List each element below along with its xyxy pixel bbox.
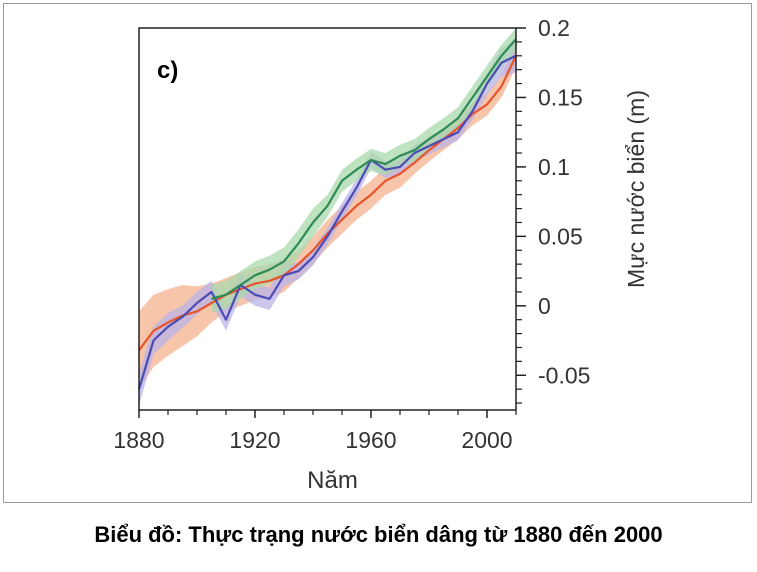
y-axis-ticks: -0.05 0 0.05 0.1 0.15 0.2: [516, 15, 590, 404]
series-line-green: [211, 38, 517, 300]
y-tick-label: 0.2: [538, 15, 570, 41]
x-tick-label: 2000: [461, 427, 512, 453]
y-tick-label: 0.05: [538, 223, 583, 249]
chart-caption: Biểu đồ: Thực trạng nước biển dâng từ 18…: [94, 522, 663, 547]
x-tick-label: 1880: [113, 427, 164, 453]
series-line-blue: [137, 54, 517, 390]
x-tick-label: 1920: [229, 427, 280, 453]
y-tick-label: 0.15: [538, 84, 583, 110]
band-orange: [139, 44, 516, 390]
chart-frame: 1880 1920 1960 2000 -0.05 0 0.05 0.1 0.15 0.2 c)…: [3, 3, 752, 503]
x-axis-label: Năm: [307, 467, 358, 494]
panel-label: c): [157, 57, 178, 84]
band-green: [211, 28, 516, 313]
series-lines: [137, 38, 517, 390]
y-tick-label: 0.1: [538, 154, 570, 180]
x-axis-ticks: 1880 1920 1960 2000: [113, 410, 517, 453]
y-tick-label: -0.05: [538, 362, 590, 388]
x-tick-label: 1960: [345, 427, 396, 453]
sea-level-chart: 1880 1920 1960 2000 -0.05 0 0.05 0.1 0.15 0.2 c)…: [113, 15, 649, 494]
series-line-orange: [138, 55, 517, 351]
confidence-bands: [139, 28, 516, 406]
plot-area-border: [138, 27, 517, 411]
y-axis-label: Mực nước biển (m): [623, 90, 649, 288]
y-tick-label: 0: [538, 293, 551, 319]
